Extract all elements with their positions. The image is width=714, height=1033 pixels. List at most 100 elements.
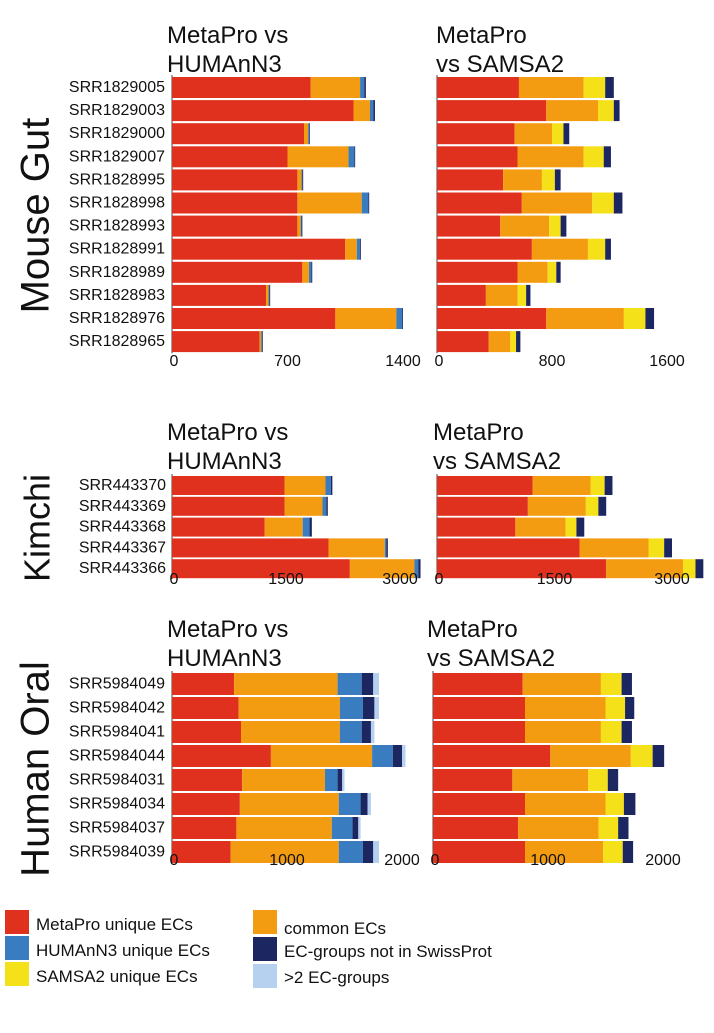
bar-common-ecs <box>521 192 593 214</box>
bar-common-ecs <box>287 146 349 168</box>
bar-common-ecs <box>527 496 586 516</box>
bar-ec-groups-not-in-swissprot <box>618 817 629 839</box>
bar-metapro-unique-ecs <box>437 476 533 495</box>
category-label: SRR5984034 <box>69 796 165 813</box>
group-label: Mouse Gut <box>14 118 58 314</box>
legend-label-samsa2-unique: SAMSA2 unique ECs <box>36 967 198 986</box>
bar-humann3-unique-ecs <box>348 146 355 168</box>
bar-ec-groups-not-in-swissprot <box>621 721 632 743</box>
x-tick-label: 800 <box>539 353 566 370</box>
panel-title-line1: MetaPro vs <box>167 22 288 49</box>
bar-ec-groups-not-in-swissprot <box>362 841 374 863</box>
bar-2-ec-groups <box>367 793 371 815</box>
bar-humann3-unique-ecs <box>361 192 369 214</box>
x-tick-label: 1000 <box>269 852 305 869</box>
bar-ec-groups-not-in-swissprot <box>326 496 328 516</box>
bar-ec-groups-not-in-swissprot <box>598 496 607 516</box>
bar-samsa2-unique-ecs <box>541 169 555 191</box>
group-label: Kimchi <box>17 474 58 582</box>
category-label: SRR1828983 <box>69 287 165 304</box>
category-label: SRR443368 <box>79 519 166 536</box>
bar-samsa2-unique-ecs <box>598 817 619 839</box>
bar-common-ecs <box>259 331 262 353</box>
bar-humann3-unique-ecs <box>370 100 374 122</box>
category-label: SRR5984041 <box>69 724 165 741</box>
bar-common-ecs <box>335 308 397 329</box>
bar-humann3-unique-ecs <box>414 559 419 579</box>
panel-title-line2: HUMAnN3 <box>167 51 282 78</box>
x-tick-label: 0 <box>170 852 179 869</box>
bar-samsa2-unique-ecs <box>587 238 606 260</box>
bar-metapro-unique-ecs <box>172 146 288 168</box>
bar-samsa2-unique-ecs <box>583 146 604 168</box>
bar-2-ec-groups <box>402 745 406 767</box>
bar-ec-groups-not-in-swissprot <box>605 238 611 260</box>
bar-ec-groups-not-in-swissprot <box>563 123 570 145</box>
x-tick-label: 0 <box>435 571 444 588</box>
bar-ec-groups-not-in-swissprot <box>402 308 403 329</box>
x-tick-label: 1500 <box>537 571 573 588</box>
bar-common-ecs <box>522 673 601 695</box>
bar-ec-groups-not-in-swissprot <box>560 215 567 237</box>
bar-common-ecs <box>515 517 566 537</box>
bar-ec-groups-not-in-swissprot <box>622 841 634 863</box>
bar-samsa2-unique-ecs <box>592 192 614 214</box>
bar-humann3-unique-ecs <box>322 496 327 516</box>
bar-metapro-unique-ecs <box>437 123 515 145</box>
bar-metapro-unique-ecs <box>433 817 519 839</box>
x-tick-label: 2000 <box>645 852 681 869</box>
bar-samsa2-unique-ecs <box>510 331 517 353</box>
legend-swatch-ec-groups-not-swissprot <box>253 937 277 961</box>
legend-swatch-common <box>253 910 277 934</box>
bar-metapro-unique-ecs <box>172 496 285 516</box>
x-tick-label: 1600 <box>649 353 685 370</box>
bar-common-ecs <box>525 721 601 743</box>
bar-common-ecs <box>353 100 370 122</box>
bar-2-ec-groups <box>342 769 345 791</box>
panel-title-line2: vs SAMSA2 <box>427 645 555 672</box>
bar-samsa2-unique-ecs <box>605 697 626 719</box>
legend-swatch-metapro-unique <box>5 910 29 934</box>
legend-label-metapro-unique: MetaPro unique ECs <box>36 915 193 934</box>
bar-humann3-unique-ecs <box>384 538 387 558</box>
bar-common-ecs <box>236 817 332 839</box>
chart-mouse-gut: Mouse Gut SRR1829005 SRR1829003 SRR1829000 S… <box>14 22 685 370</box>
bar-common-ecs <box>550 745 631 767</box>
bar-ec-groups-not-in-swissprot <box>613 192 623 214</box>
panel-title-line2: vs SAMSA2 <box>433 448 561 475</box>
bar-metapro-unique-ecs <box>437 238 532 260</box>
category-label: SRR1829003 <box>69 102 165 119</box>
bar-samsa2-unique-ecs <box>600 721 622 743</box>
bar-metapro-unique-ecs <box>172 769 243 791</box>
bar-samsa2-unique-ecs <box>623 308 646 329</box>
x-tick-label: 0 <box>431 852 440 869</box>
bar-2-ec-groups <box>373 673 379 695</box>
bar-common-ecs <box>270 745 373 767</box>
bar-ec-groups-not-in-swissprot <box>362 697 375 719</box>
category-label: SRR443367 <box>79 539 166 556</box>
panel-title-line1: MetaPro vs <box>167 616 288 643</box>
panel-title-line1: MetaPro <box>427 616 518 643</box>
bar-samsa2-unique-ecs <box>603 841 623 863</box>
legend-label-humann3-unique: HUMAnN3 unique ECs <box>36 941 210 960</box>
bar-humann3-unique-ecs <box>356 238 361 260</box>
bar-metapro-unique-ecs <box>433 673 523 695</box>
bar-common-ecs <box>518 817 599 839</box>
bar-humann3-unique-ecs <box>338 841 363 863</box>
bar-humann3-unique-ecs <box>324 769 338 791</box>
bar-humann3-unique-ecs <box>338 793 361 815</box>
bar-ec-groups-not-in-swissprot <box>373 100 375 122</box>
x-tick-label: 3000 <box>382 571 418 588</box>
bar-common-ecs <box>304 123 309 145</box>
bar-metapro-unique-ecs <box>433 745 551 767</box>
x-tick-label: 1000 <box>530 852 566 869</box>
category-label: SRR1828993 <box>69 218 165 235</box>
bar-common-ecs <box>517 146 584 168</box>
bar-metapro-unique-ecs <box>172 192 298 214</box>
bar-common-ecs <box>239 793 339 815</box>
category-label: SRR1828991 <box>69 241 165 258</box>
panel-title-line2: vs SAMSA2 <box>436 51 564 78</box>
bar-humann3-unique-ecs <box>261 331 262 353</box>
